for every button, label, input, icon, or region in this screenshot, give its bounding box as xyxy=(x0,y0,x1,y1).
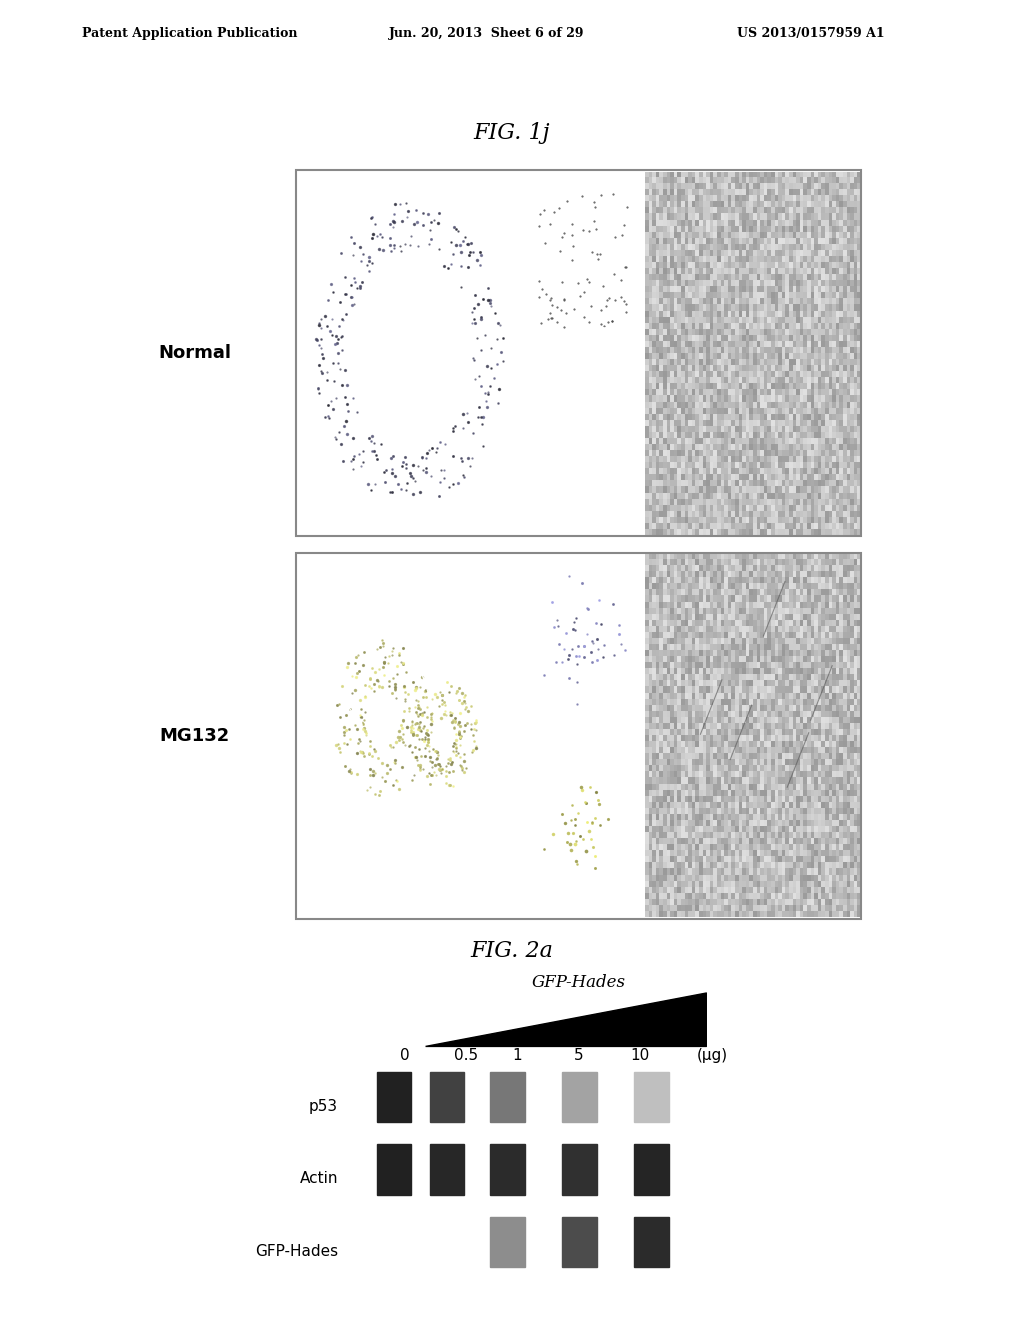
Bar xyxy=(562,1144,597,1195)
Bar xyxy=(490,1144,524,1195)
Text: Patent Application Publication: Patent Application Publication xyxy=(82,26,297,40)
Bar xyxy=(377,1072,411,1122)
Text: FIG. 2a: FIG. 2a xyxy=(471,940,553,962)
Text: US 2013/0157959 A1: US 2013/0157959 A1 xyxy=(737,26,885,40)
Text: (μg): (μg) xyxy=(696,1048,727,1063)
Bar xyxy=(490,1072,524,1122)
Text: GFP-Hades: GFP-Hades xyxy=(531,974,626,991)
Polygon shape xyxy=(426,993,707,1047)
Text: 10: 10 xyxy=(631,1048,649,1063)
Text: p53: p53 xyxy=(618,511,634,520)
Bar xyxy=(562,1072,597,1122)
Text: MG132: MG132 xyxy=(160,727,229,744)
Text: 0: 0 xyxy=(399,1048,410,1063)
Bar xyxy=(635,1144,669,1195)
Text: 1: 1 xyxy=(512,1048,522,1063)
Text: GFP-Hades: GFP-Hades xyxy=(255,1243,338,1259)
Bar xyxy=(430,1072,464,1122)
Bar xyxy=(635,1217,669,1267)
Bar xyxy=(562,1217,597,1267)
Text: Actin: Actin xyxy=(299,1171,338,1187)
Text: Merge: Merge xyxy=(435,507,473,516)
Text: 10μm: 10μm xyxy=(315,215,337,224)
Text: GFP-Hades: GFP-Hades xyxy=(593,709,634,718)
Text: GFP-Hades: GFP-Hades xyxy=(593,326,634,335)
Text: 10μm: 10μm xyxy=(315,598,337,607)
Bar xyxy=(635,1072,669,1122)
Text: Merge: Merge xyxy=(435,890,473,899)
Text: Non
Transfected: Non Transfected xyxy=(410,818,454,837)
Text: FIG. 1j: FIG. 1j xyxy=(474,121,550,144)
Bar xyxy=(377,1144,411,1195)
Text: p53: p53 xyxy=(618,894,634,903)
Text: p53: p53 xyxy=(309,1098,338,1114)
Text: Jun. 20, 2013  Sheet 6 of 29: Jun. 20, 2013 Sheet 6 of 29 xyxy=(389,26,585,40)
Bar xyxy=(490,1217,524,1267)
Text: Normal: Normal xyxy=(158,345,231,362)
Text: Hades
Transfected: Hades Transfected xyxy=(308,818,352,837)
Bar xyxy=(430,1144,464,1195)
Text: 5: 5 xyxy=(573,1048,584,1063)
Text: 0.5: 0.5 xyxy=(454,1048,478,1063)
